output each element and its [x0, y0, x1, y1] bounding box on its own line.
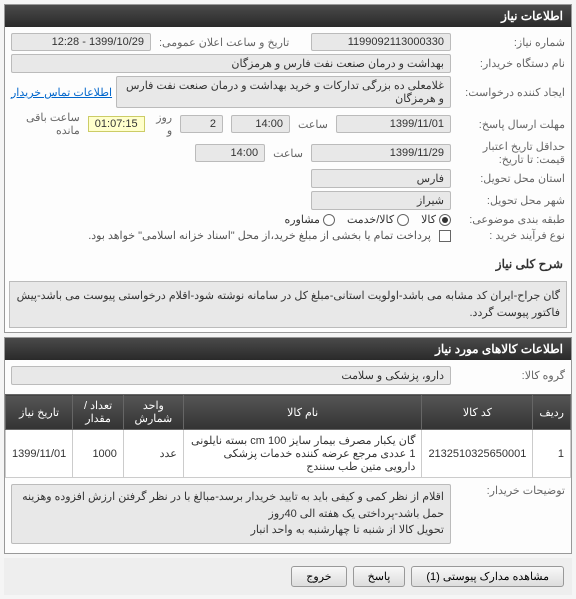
requester-label: ایجاد کننده درخواست:	[455, 86, 565, 99]
radio-goods[interactable]: کالا	[421, 213, 451, 226]
radio-goods-label: کالا	[421, 213, 436, 226]
goods-info-panel: اطلاعات کالاهای مورد نیاز گروه کالا: دار…	[4, 337, 572, 554]
buyer-org-label: نام دستگاه خریدار:	[455, 57, 565, 70]
time-label-2: ساعت	[269, 147, 307, 160]
delivery-province-label: استان محل تحویل:	[455, 172, 565, 185]
response-deadline-label: مهلت ارسال پاسخ:	[455, 118, 565, 131]
table-row: 1 2132510325650001 گان یکبار مصرف بیمار …	[6, 430, 571, 478]
time-label-1: ساعت	[294, 118, 332, 131]
response-button[interactable]: پاسخ	[353, 566, 406, 587]
th-qty: تعداد / مقدار	[73, 395, 124, 430]
subject-radio-group: کالا کالا/خدمت مشاوره	[284, 213, 451, 226]
group-label: گروه کالا:	[455, 369, 565, 382]
th-code: کد کالا	[422, 395, 533, 430]
radio-dot-goods	[439, 214, 451, 226]
buyer-notes-field: اقلام از نظر کمی و کیفی باید به تایید خر…	[11, 484, 451, 544]
desc-box: گان جراح-ایران کد مشابه می باشد-اولویت ا…	[9, 281, 567, 328]
panel-header-goods: اطلاعات کالاهای مورد نیاز	[5, 338, 571, 360]
exit-button[interactable]: خروج	[291, 566, 346, 587]
delivery-city-label: شهر محل تحویل:	[455, 194, 565, 207]
partial-pay-label: پرداخت تمام یا بخشی از مبلغ خرید،از محل …	[84, 229, 435, 242]
desc-title: شرح کلی نیاز	[5, 251, 571, 277]
countdown-timer: 01:07:15	[88, 116, 145, 132]
delivery-city-field: شیراز	[311, 191, 451, 210]
th-index: ردیف	[533, 395, 571, 430]
td-qty: 1000	[73, 430, 124, 478]
public-announce-label: تاریخ و ساعت اعلان عمومی:	[155, 36, 293, 49]
response-date-field: 1399/11/01	[336, 115, 451, 133]
process-label: نوع فرآیند خرید :	[455, 229, 565, 242]
budget-label: طبقه بندی موضوعی:	[455, 213, 565, 226]
need-number-field: 1199092113000330	[311, 33, 451, 51]
price-validity-label: حداقل تاریخ اعتبار قیمت: تا تاریخ:	[455, 140, 565, 166]
remain-label: ساعت باقی مانده	[11, 111, 84, 137]
delivery-province-field: فارس	[311, 169, 451, 188]
td-index: 1	[533, 430, 571, 478]
group-field: دارو، پزشکی و سلامت	[11, 366, 451, 385]
radio-service-label: کالا/خدمت	[347, 213, 394, 226]
buyer-notes-label: توضیحات خریدار:	[455, 484, 565, 497]
days-left-field: 2	[180, 115, 223, 133]
td-unit: عدد	[123, 430, 183, 478]
radio-consult-label: مشاوره	[284, 213, 319, 226]
th-date: تاریخ نیاز	[6, 395, 73, 430]
response-time-field: 14:00	[231, 115, 290, 133]
requester-field: غلامعلی ده بزرگی تدارکات و خرید بهداشت و…	[116, 76, 451, 108]
days-label: روز و	[149, 111, 177, 137]
radio-dot-consult	[323, 214, 335, 226]
need-number-label: شماره نیاز:	[455, 36, 565, 49]
td-name: گان یکبار مصرف بیمار سایز 100 cm بسته نا…	[183, 430, 422, 478]
button-row: مشاهده مدارک پیوستی (1) پاسخ خروج	[4, 558, 572, 595]
table-header-row: ردیف کد کالا نام کالا واحد شمارش تعداد /…	[6, 395, 571, 430]
radio-dot-service	[397, 214, 409, 226]
th-unit: واحد شمارش	[123, 395, 183, 430]
radio-service[interactable]: کالا/خدمت	[347, 213, 409, 226]
goods-table: ردیف کد کالا نام کالا واحد شمارش تعداد /…	[5, 394, 571, 478]
price-time-field: 14:00	[195, 144, 265, 162]
price-date-field: 1399/11/29	[311, 144, 451, 162]
public-announce-field: 1399/10/29 - 12:28	[11, 33, 151, 51]
td-date: 1399/11/01	[6, 430, 73, 478]
radio-consult[interactable]: مشاوره	[284, 213, 334, 226]
need-info-panel: اطلاعات نیاز شماره نیاز: 119909211300033…	[4, 4, 572, 333]
attachments-button[interactable]: مشاهده مدارک پیوستی (1)	[411, 566, 564, 587]
contact-buyer-link[interactable]: اطلاعات تماس خریدار	[11, 86, 112, 99]
td-code: 2132510325650001	[422, 430, 533, 478]
partial-pay-checkbox[interactable]	[439, 230, 451, 242]
buyer-org-field: بهداشت و درمان صنعت نفت فارس و هرمزگان	[11, 54, 451, 73]
th-name: نام کالا	[183, 395, 422, 430]
panel-header-need: اطلاعات نیاز	[5, 5, 571, 27]
